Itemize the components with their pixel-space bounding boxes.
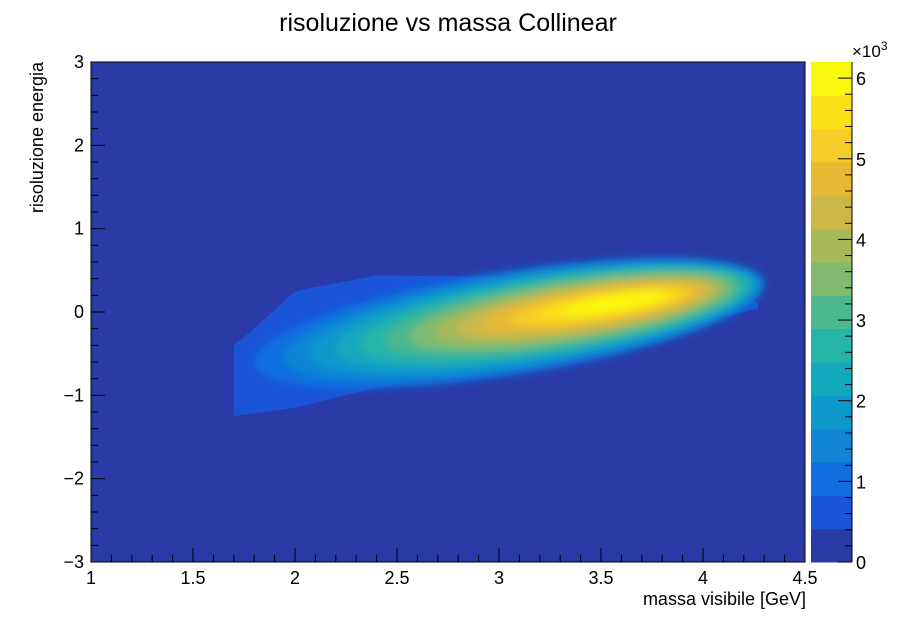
chart-title: risoluzione vs massa Collinear — [279, 9, 617, 37]
x-tick-label: 4.5 — [792, 568, 817, 588]
y-tick-label: 3 — [74, 52, 84, 72]
y-tick-label: 0 — [74, 302, 84, 322]
x-tick-label: 3 — [494, 568, 504, 588]
heatmap-level-14 — [564, 292, 665, 315]
colorbar-segment — [811, 295, 852, 330]
x-tick-label: 1.5 — [180, 568, 205, 588]
x-tick-label: 2.5 — [384, 568, 409, 588]
colorbar-segment — [811, 95, 852, 130]
colorbar-segment — [811, 362, 852, 396]
colorbar-tick-label: 4 — [856, 230, 866, 250]
colorbar-tick-label: 5 — [856, 150, 866, 170]
colorbar-tick-label: 1 — [856, 472, 866, 492]
colorbar-segment — [811, 162, 852, 196]
y-tick-label: 2 — [74, 135, 84, 155]
y-tick-label: 1 — [74, 219, 84, 239]
x-tick-label: 3.5 — [588, 568, 613, 588]
colorbar-segment — [811, 462, 852, 496]
colorbar-segment — [811, 62, 852, 96]
colorbar-tick-label: 3 — [856, 311, 866, 331]
colorbar-tick-label: 6 — [856, 69, 866, 89]
colorbar-segment — [811, 228, 852, 263]
colorbar-segment — [811, 495, 852, 530]
x-tick-label: 1 — [86, 568, 96, 588]
y-tick-label: −1 — [63, 385, 84, 405]
colorbar-segment — [811, 195, 852, 230]
x-axis-title: massa visibile [GeV] — [643, 589, 806, 609]
x-axis: 1 1.5 2 2.5 3 3.5 4 4.5 — [86, 548, 818, 588]
y-axis-title: risoluzione energia — [27, 61, 47, 213]
colorbar-segment — [811, 428, 852, 463]
colorbar-multiplier: ×103 — [852, 39, 888, 61]
colorbar-tick-label: 0 — [856, 553, 866, 573]
colorbar-tick-label: 2 — [856, 392, 866, 412]
y-tick-label: −3 — [63, 552, 84, 572]
colorbar-segment — [811, 328, 852, 363]
x-tick-label: 4 — [698, 568, 708, 588]
colorbar-segment — [811, 262, 852, 296]
x-tick-label: 2 — [290, 568, 300, 588]
y-tick-label: −2 — [63, 469, 84, 489]
colorbar-segment — [811, 128, 852, 163]
heatmap-density — [233, 257, 765, 417]
y-axis: −3 −2 −1 0 1 2 3 — [63, 52, 105, 572]
color-scale-bar: 0 1 2 3 4 5 6 — [811, 62, 866, 573]
